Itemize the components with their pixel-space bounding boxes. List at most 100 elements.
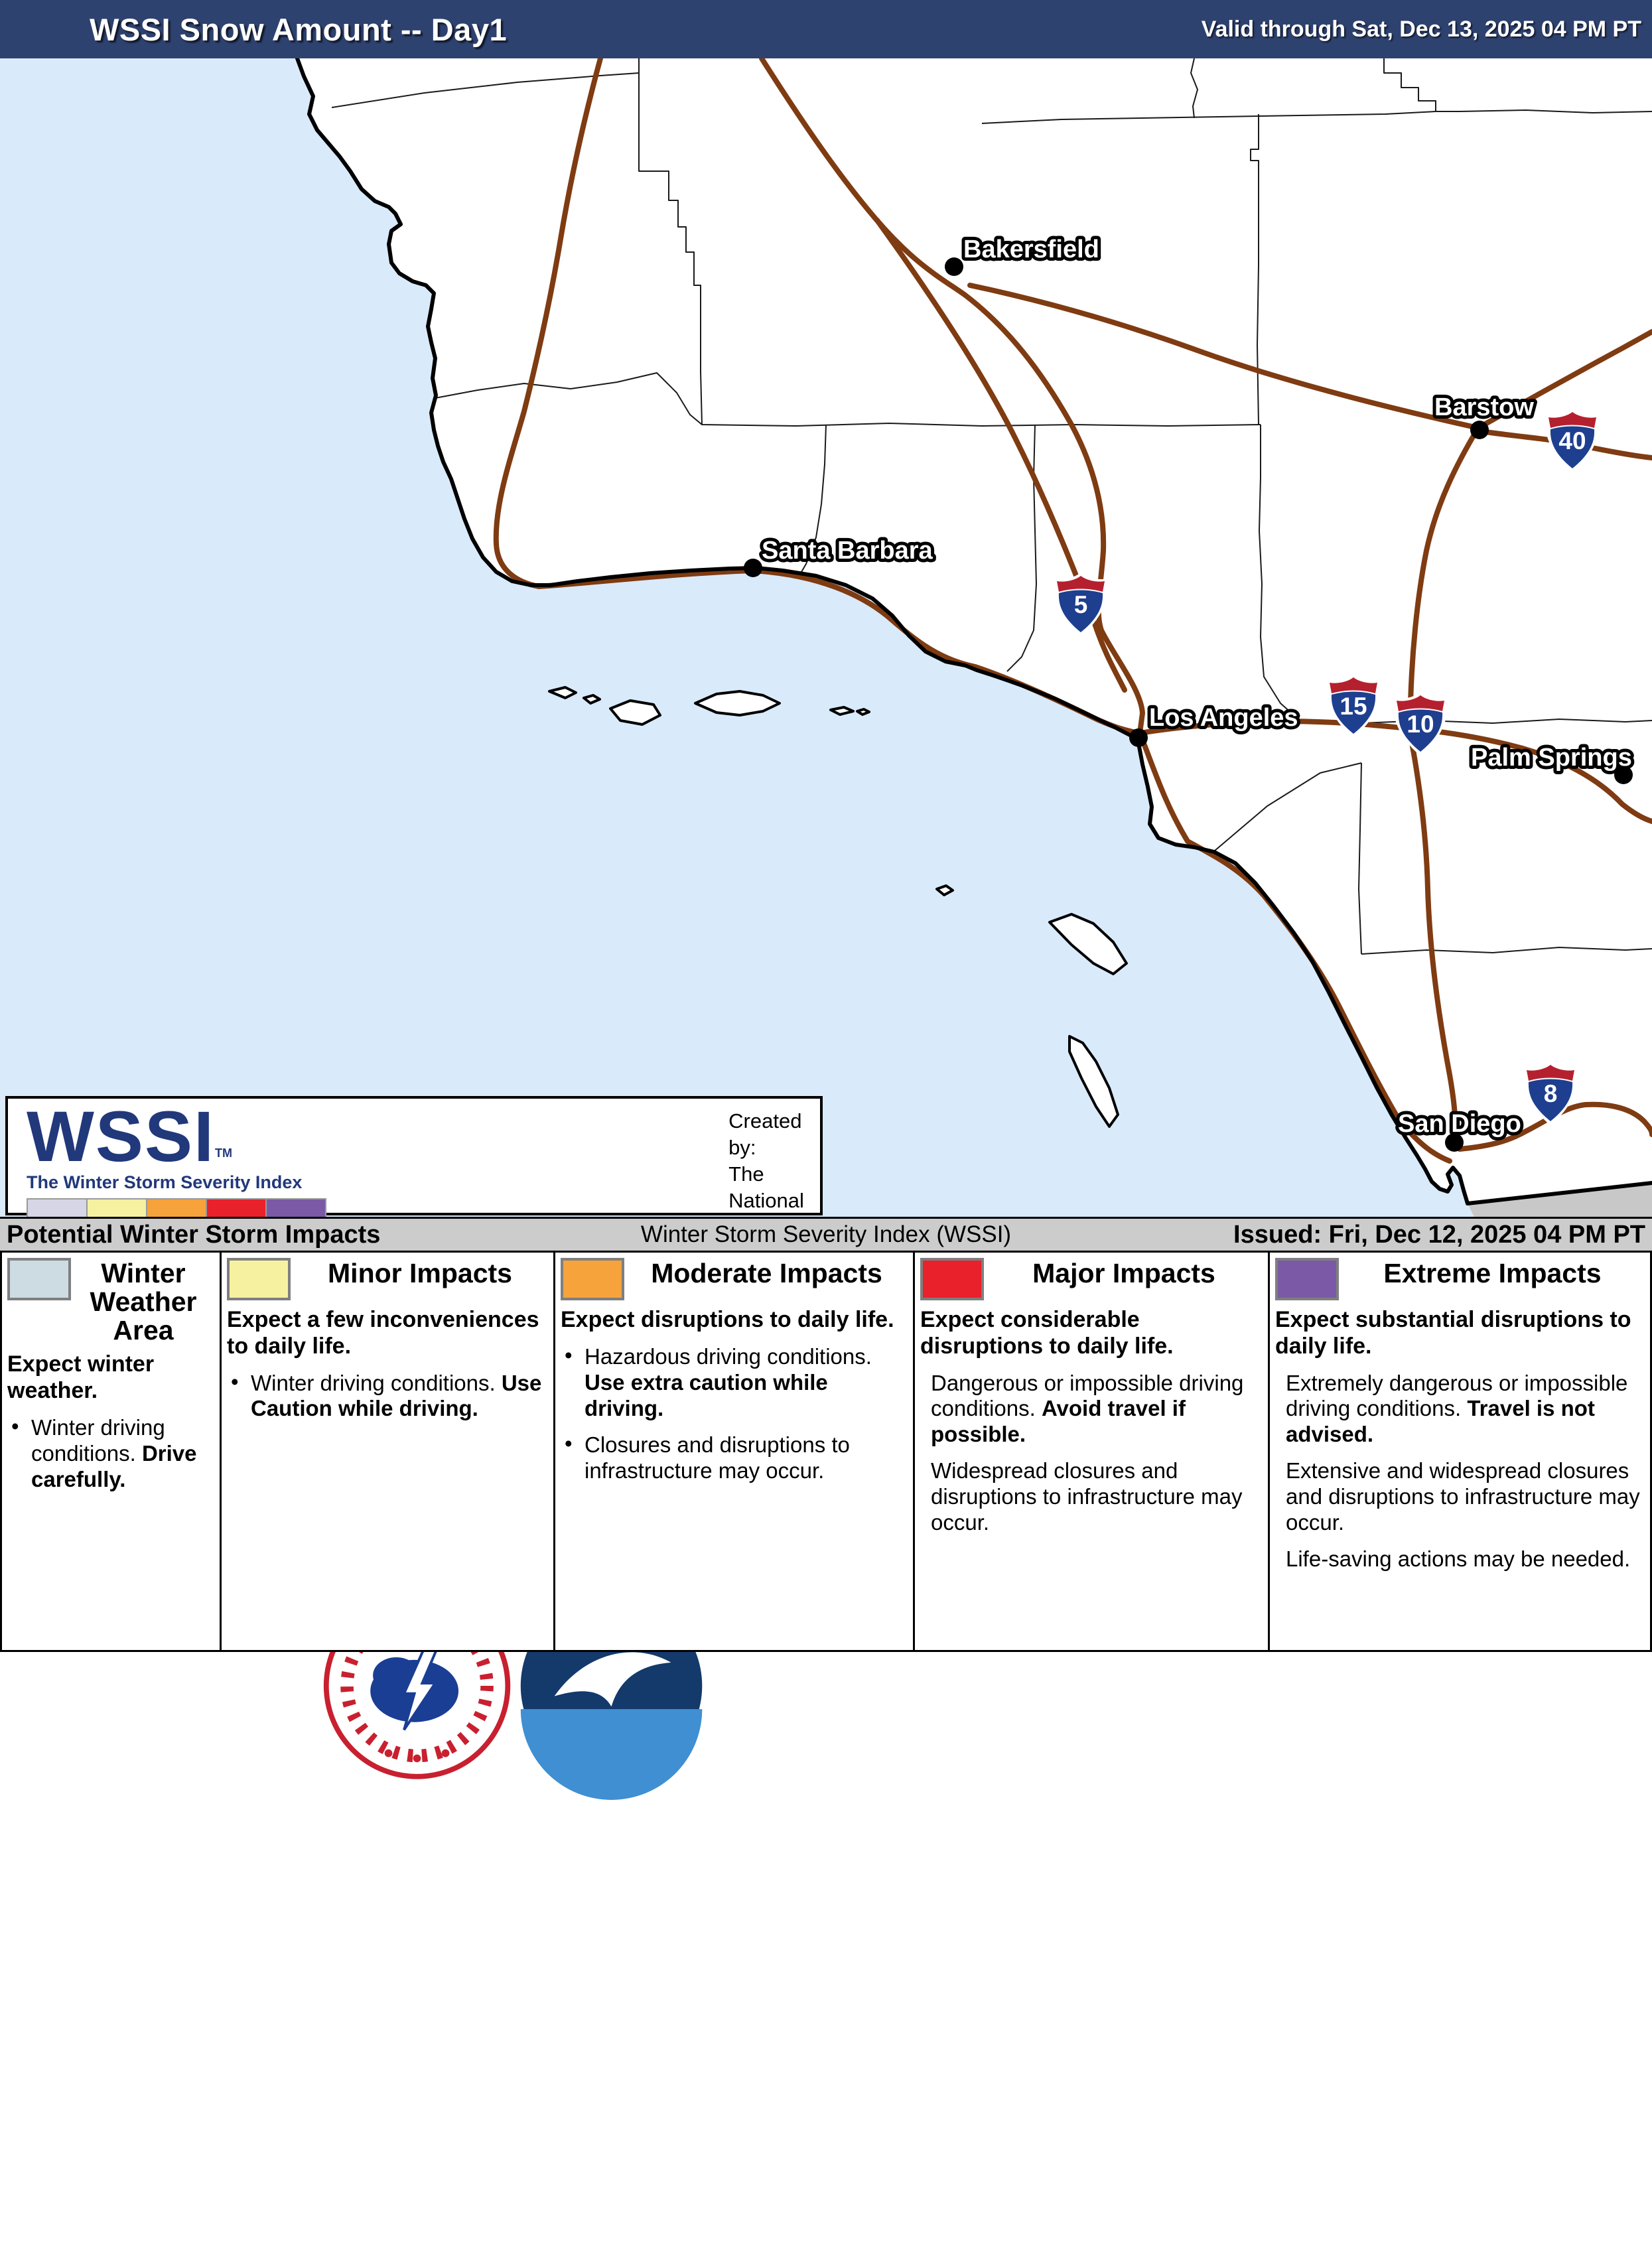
legend-item-text: Dangerous or impossible driving conditio… [931, 1370, 1244, 1421]
legend-swatch [7, 1258, 71, 1300]
legend-header: Extreme Impacts [1275, 1258, 1646, 1300]
legend-item-text: Extensive and widespread closures and di… [1286, 1458, 1640, 1535]
legend: Winter Weather Area Expect winter weather… [0, 1253, 1652, 1652]
legend-item-text: Widespread closures and disruptions to i… [931, 1458, 1243, 1535]
legend-item: Widespread closures and disruptions to i… [920, 1458, 1264, 1536]
shield-number: 10 [1407, 711, 1434, 738]
interstate-10-shield-icon: 10 [1393, 691, 1448, 756]
bar-issued: Issued: Fri, Dec 12, 2025 04 PM PT [1233, 1220, 1645, 1249]
shield-crown [1527, 1065, 1574, 1081]
city-dot [945, 257, 963, 276]
islands [548, 686, 1128, 1128]
created-by-line1: Created by: [728, 1109, 802, 1159]
legend-title: Major Impacts [1032, 1258, 1215, 1288]
legend-item: • Hazardous driving conditions. Use extra… [561, 1342, 909, 1422]
city-label: San Diego [1398, 1110, 1521, 1138]
city-label: Santa Barbara [762, 537, 933, 565]
wssi-tm-label: TM [215, 1146, 233, 1160]
legend-item-text: Life-saving actions may be needed. [1286, 1546, 1631, 1572]
legend-header: Winter Weather Area [7, 1258, 216, 1345]
interstate-40-shield-icon: 40 [1545, 408, 1600, 473]
legend-lead: Expect considerable disruptions to daily… [920, 1307, 1174, 1359]
legend-item-text: Hazardous driving conditions. [585, 1343, 872, 1369]
city-marker-palm-springs: Palm Springs [1468, 740, 1635, 784]
legend-item-text: Closures and disruptions to infrastructu… [585, 1432, 850, 1483]
wssi-logo-text: WSSI [27, 1096, 216, 1176]
legend-lead: Expect substantial disruptions to daily … [1275, 1307, 1631, 1359]
shield-body [1550, 426, 1595, 468]
legend-column-moderate-impacts: Moderate Impacts Expect disruptions to da… [555, 1253, 915, 1650]
city-marker-santa-barbara: Santa Barbara [744, 533, 937, 577]
legend-item: • Closures and disruptions to infrastruct… [561, 1430, 909, 1484]
wssi-tagline: The Winter Storm Severity Index [27, 1172, 303, 1192]
city-label: Palm Springs [1471, 744, 1632, 772]
legend-title: Minor Impacts [328, 1258, 512, 1288]
legend-item-bold-text: Use extra caution while driving. [585, 1369, 828, 1420]
legend-header: Minor Impacts [227, 1258, 549, 1300]
city-marker-barstow: Barstow [1431, 390, 1537, 439]
legend-header: Moderate Impacts [561, 1258, 909, 1300]
city-label: Bakersfield [963, 236, 1099, 263]
city-label: Barstow [1434, 393, 1534, 421]
mexico-area [1468, 1183, 1652, 1217]
map-svg: 5 15 10 40 8 Bakersfield Santa Barbara Los Ang… [0, 58, 1652, 1217]
bar-left-title: Potential Winter Storm Impacts [7, 1220, 381, 1249]
legend-item-text: Winter driving conditions. [251, 1370, 502, 1395]
bar-center-title: Winter Storm Severity Index (WSSI) [640, 1221, 1012, 1247]
shield-body [1058, 590, 1103, 632]
city-dot [1470, 421, 1489, 439]
bullet-icon: • [565, 1342, 573, 1367]
legend-item-bold-text: Use Caution while driving. [251, 1370, 542, 1421]
interstate-8-shield-icon: 8 [1523, 1061, 1578, 1126]
interstate-15-shield-icon: 15 [1326, 673, 1381, 738]
page-title: WSSI Snow Amount -- Day1 [90, 11, 508, 47]
legend-lead: Expect disruptions to daily life. [561, 1307, 894, 1332]
map: 5 15 10 40 8 Bakersfield Santa Barbara Los Ang… [0, 58, 1652, 1800]
city-marker-bakersfield: Bakersfield [945, 232, 1103, 276]
shield-crown [1057, 576, 1105, 592]
shield-crown [1330, 677, 1377, 693]
interstate-shields: 5 15 10 40 8 [1054, 408, 1600, 1126]
shield-number: 40 [1558, 427, 1586, 454]
legend-title: Winter Weather Area [90, 1258, 197, 1346]
legend-lead: Expect a few inconveniences to daily lif… [227, 1307, 539, 1359]
wssi-logo: WSSITM The Winter Storm Severity Index [8, 1096, 326, 1231]
legend-column-extreme-impacts: Extreme Impacts Expect substantial disrup… [1270, 1253, 1650, 1650]
legend-item: Dangerous or impossible driving conditio… [920, 1371, 1264, 1448]
legend-column-major-impacts: Major Impacts Expect considerable disrupt… [915, 1253, 1270, 1650]
interstate-5-shield-icon: 5 [1054, 572, 1108, 637]
land [297, 58, 1652, 1203]
shield-crown [1549, 412, 1596, 428]
legend-column-minor-impacts: Minor Impacts Expect a few inconveniences… [222, 1253, 555, 1650]
legend-item-bold-text: Drive carefully. [31, 1440, 197, 1491]
legend-item: • Winter driving conditions. Use Caution … [227, 1369, 549, 1422]
legend-swatch [920, 1258, 984, 1300]
shield-body [1331, 691, 1376, 734]
legend-item: Extensive and widespread closures and di… [1275, 1458, 1646, 1536]
city-dot [1614, 766, 1633, 784]
legend-item-bold-text: Avoid travel if possible. [931, 1396, 1186, 1447]
legend-title: Extreme Impacts [1383, 1258, 1602, 1288]
coastline [295, 58, 1652, 1205]
legend-swatch [561, 1258, 624, 1300]
shield-number: 5 [1074, 591, 1088, 618]
city-dot [744, 559, 762, 577]
bullet-icon: • [565, 1430, 573, 1456]
page: WSSI Snow Amount -- Day1 Valid through S… [0, 0, 1652, 1800]
shield-body [1398, 709, 1443, 752]
legend-item: Extremely dangerous or impossible drivin… [1275, 1371, 1646, 1448]
legend-swatch [1275, 1258, 1339, 1300]
shield-body [1528, 1079, 1573, 1121]
legend-header: Major Impacts [920, 1258, 1264, 1300]
city-markers: Bakersfield Santa Barbara Los Angeles Barst… [744, 232, 1635, 1152]
legend-title: Moderate Impacts [651, 1258, 882, 1288]
shield-crown [1397, 695, 1444, 711]
impacts-bar: Winter Storm Severity Index (WSSI) Poten… [0, 1217, 1652, 1253]
bullet-icon: • [11, 1413, 19, 1438]
legend-column-winter-weather-area: Winter Weather Area Expect winter weather… [2, 1253, 222, 1650]
wssi-logo-box: WSSITM The Winter Storm Severity Index N… [5, 1096, 823, 1800]
bullet-icon: • [231, 1369, 239, 1394]
legend-item-text: Winter driving conditions. [31, 1414, 165, 1466]
legend-item-text: Extremely dangerous or impossible drivin… [1286, 1370, 1628, 1421]
city-dot [1445, 1133, 1464, 1152]
